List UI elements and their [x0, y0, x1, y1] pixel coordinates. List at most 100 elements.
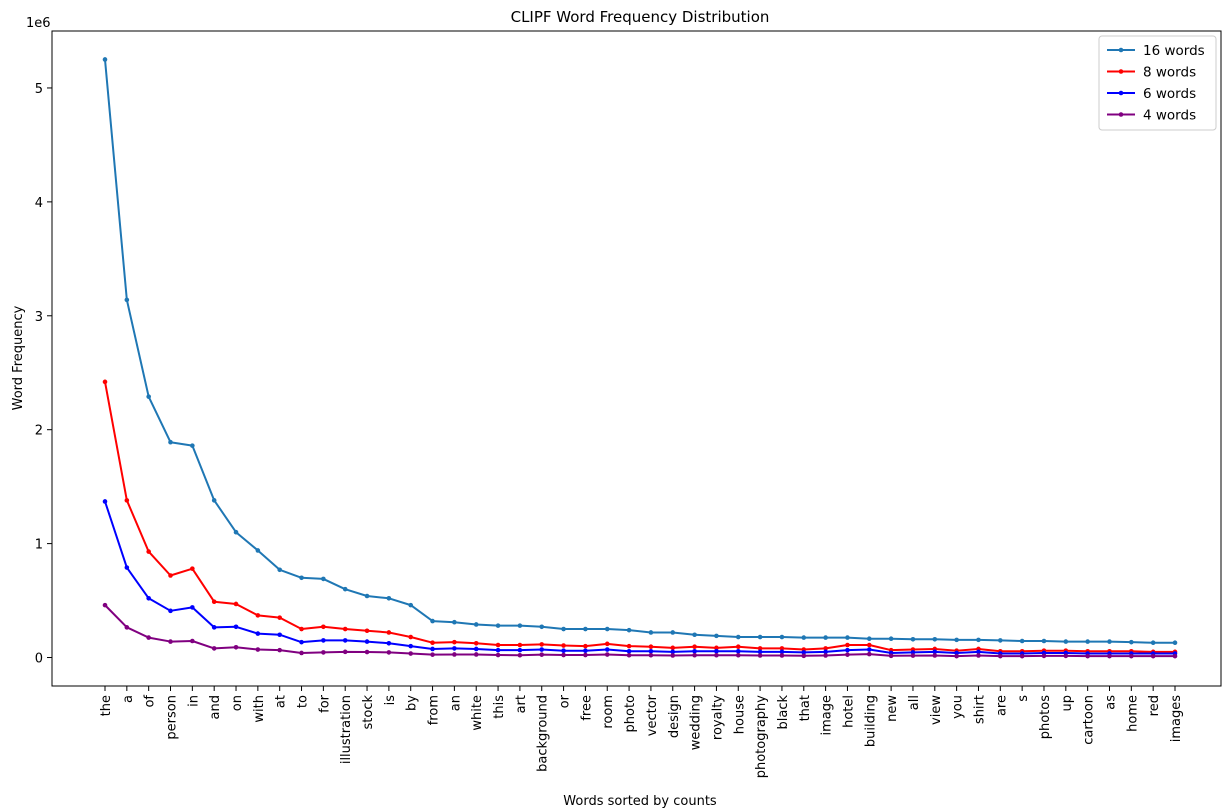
- data-point: [517, 623, 523, 628]
- data-point: [146, 595, 151, 601]
- data-point: [626, 627, 632, 633]
- data-point: [495, 642, 501, 648]
- x-tick-label: red: [1147, 695, 1162, 716]
- data-point: [1107, 653, 1112, 659]
- data-point: [211, 646, 217, 651]
- x-tick-label: home: [1125, 695, 1140, 732]
- data-point: [386, 650, 392, 655]
- data-point: [692, 648, 697, 654]
- x-tick-label: shirt: [972, 695, 987, 724]
- data-point: [735, 648, 741, 654]
- data-point: [539, 642, 545, 647]
- data-point: [539, 647, 545, 652]
- x-tick-label: this: [492, 695, 507, 719]
- data-point: [735, 634, 741, 640]
- x-tick-label: photography: [754, 695, 769, 779]
- x-tick-label: image: [820, 695, 835, 736]
- data-point: [233, 624, 239, 630]
- data-point: [910, 636, 916, 642]
- data-point: [408, 602, 414, 608]
- series-line: [104, 59, 1175, 644]
- data-point: [321, 576, 326, 582]
- data-point: [648, 644, 654, 649]
- series-line: [104, 604, 1175, 658]
- data-point: [1150, 653, 1156, 659]
- x-tick-label: black: [776, 695, 791, 730]
- legend: 16 words 8 words 6 words 4 words: [1098, 35, 1217, 131]
- x-tick-label: vector: [645, 694, 660, 736]
- data-point: [168, 573, 173, 578]
- y-axis-label: Word Frequency: [11, 305, 26, 410]
- x-tick-label: that: [798, 695, 813, 721]
- x-axis-label: Words sorted by counts: [563, 794, 717, 809]
- data-point: [408, 643, 414, 649]
- data-point: [779, 649, 785, 655]
- data-point: [364, 639, 370, 644]
- data-point: [233, 644, 239, 650]
- data-point: [1150, 640, 1156, 646]
- data-point: [757, 649, 763, 655]
- x-tick-label: you: [951, 695, 966, 719]
- legend-marker: [1118, 112, 1124, 117]
- data-point: [190, 566, 195, 571]
- x-tick-label: at: [274, 695, 289, 708]
- data-point: [801, 653, 807, 659]
- plot-frame: [51, 30, 1222, 687]
- data-point: [386, 630, 392, 635]
- legend-label: 16 words: [1143, 43, 1205, 59]
- data-point: [1019, 653, 1025, 659]
- data-point: [539, 652, 545, 657]
- data-point: [845, 635, 850, 640]
- data-point: [299, 626, 304, 632]
- data-point: [998, 653, 1003, 659]
- x-tick-label: cartoon: [1082, 695, 1097, 745]
- data-point: [321, 624, 326, 630]
- data-point: [473, 640, 479, 646]
- data-point: [386, 640, 392, 646]
- data-point: [364, 628, 370, 634]
- data-point: [342, 649, 348, 655]
- data-point: [102, 602, 108, 608]
- data-point: [779, 653, 785, 658]
- data-point: [954, 650, 959, 656]
- legend-label: 4 words: [1143, 108, 1196, 124]
- data-point: [779, 646, 785, 651]
- y-axis: 0 1 2 3 4 5: [35, 82, 52, 667]
- legend-marker: [1118, 47, 1124, 53]
- data-point: [517, 652, 523, 658]
- data-point: [583, 643, 588, 649]
- data-point: [277, 615, 282, 620]
- data-point: [1172, 653, 1178, 659]
- data-point: [211, 498, 217, 503]
- data-point: [233, 529, 239, 535]
- data-point: [321, 638, 326, 643]
- x-tick-label: white: [470, 695, 485, 731]
- x-tick-label: to: [296, 695, 311, 708]
- data-point: [539, 624, 545, 630]
- legend-marker: [1118, 90, 1124, 96]
- data-point: [277, 567, 282, 573]
- data-point: [1085, 653, 1090, 659]
- data-point: [430, 618, 435, 624]
- x-tick-label: house: [732, 695, 747, 734]
- data-point: [255, 647, 261, 652]
- data-point: [495, 652, 501, 658]
- data-point: [452, 639, 457, 645]
- data-point: [845, 652, 850, 657]
- x-tick-label: and: [208, 695, 223, 719]
- x-tick-label: photos: [1038, 695, 1053, 739]
- y-tick-label: 3: [35, 310, 43, 325]
- data-point: [888, 636, 894, 642]
- data-point: [408, 634, 414, 640]
- data-point: [430, 652, 435, 657]
- y-tick-label: 5: [35, 82, 43, 97]
- x-tick-label: an: [448, 695, 463, 711]
- data-point: [714, 648, 719, 654]
- data-point: [1129, 653, 1134, 659]
- data-point: [1063, 639, 1069, 644]
- x-tick-label: up: [1060, 695, 1075, 712]
- x-tick-label: royalty: [710, 695, 725, 740]
- data-point: [801, 635, 807, 640]
- data-point: [299, 639, 304, 645]
